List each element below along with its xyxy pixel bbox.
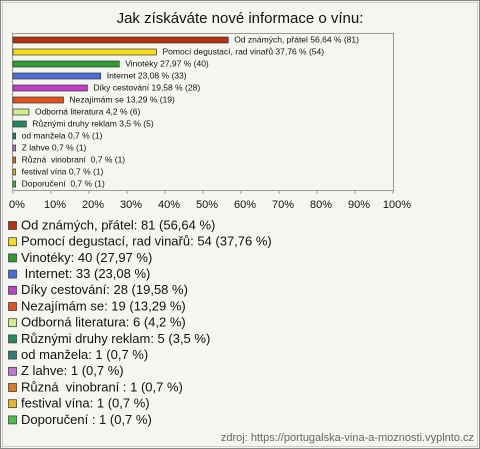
- x-tick-label: 80%: [310, 199, 332, 211]
- legend-label: Různá vinobraní : 1 (0,7 %): [21, 379, 183, 394]
- legend-label: Odborná literatura: 6 (4,2 %): [21, 315, 186, 330]
- x-tick-label: 0%: [9, 199, 25, 211]
- legend-label: festival vína: 1 (0,7 %): [21, 396, 150, 411]
- x-tick-label: 90%: [348, 199, 370, 211]
- bar: [12, 144, 17, 152]
- value-label: Různá vinobraní 0,7 % (1): [22, 154, 126, 164]
- bar: [12, 84, 88, 92]
- legend-swatch: [8, 269, 17, 279]
- legend-label: Různými druhy reklam: 5 (3,5 %): [21, 331, 210, 346]
- legend-swatch: [8, 383, 17, 392]
- value-label: Různými druhy reklam 3,5 % (5): [32, 118, 154, 128]
- bar: [12, 60, 120, 68]
- legend-label: Nezajímám se: 19 (13,29 %): [21, 298, 186, 313]
- x-tick-label: 100%: [383, 199, 411, 211]
- legend-swatch: [8, 318, 17, 328]
- value-label: Vinotéky 27,97 % (40): [125, 58, 209, 68]
- value-label: Doporučení 0,7 % (1): [22, 178, 105, 188]
- bar: [12, 132, 17, 140]
- bar: [12, 168, 17, 176]
- bar: [12, 120, 27, 128]
- chart-title: Jak získáváte nové informace o vínu:: [117, 10, 364, 27]
- bar: [12, 180, 17, 188]
- x-tick-label: 10%: [44, 199, 66, 211]
- legend-label: Vinotéky: 40 (27,97 %): [21, 250, 152, 265]
- value-label: Z lahve 0,7 % (1): [22, 142, 87, 152]
- value-label: Díky cestování 19,58 % (28): [93, 82, 200, 92]
- legend-swatch: [8, 285, 17, 295]
- x-tick-label: 30%: [120, 199, 142, 211]
- x-tick-label: 20%: [82, 199, 104, 211]
- x-tick-label: 70%: [272, 199, 294, 211]
- legend-label: Od známých, přátel: 81 (56,64 %): [21, 217, 215, 232]
- legend-swatch: [8, 302, 17, 311]
- value-label: od manžela 0,7 % (1): [22, 130, 103, 140]
- legend-label: Z lahve: 1 (0,7 %): [21, 363, 124, 378]
- legend-label: Doporučení : 1 (0,7 %): [21, 412, 152, 427]
- bar: [12, 72, 102, 80]
- legend-label: Pomocí degustací, rad vinařů: 54 (37,76 …: [21, 234, 272, 249]
- value-label: Pomocí degustací, rad vinařů 37,76 % (54…: [162, 46, 324, 56]
- bar: [12, 156, 17, 164]
- x-tick-label: 50%: [196, 199, 218, 211]
- legend-label: Internet: 33 (23,08 %): [21, 266, 150, 281]
- legend-swatch: [8, 334, 17, 344]
- value-label: Odborná literatura 4,2 % (6): [35, 106, 141, 116]
- legend-swatch: [8, 350, 17, 360]
- legend-swatch: [8, 366, 17, 376]
- bar: [12, 36, 229, 44]
- legend-swatch: [8, 415, 17, 425]
- legend-swatch: [8, 237, 17, 247]
- value-label: Nezajímám se 13,29 % (19): [70, 94, 176, 104]
- legend-label: Díky cestování: 28 (19,58 %): [21, 282, 188, 297]
- bar: [12, 48, 157, 56]
- x-tick-label: 40%: [158, 199, 180, 211]
- x-tick-label: 60%: [234, 199, 256, 211]
- legend-swatch: [8, 399, 17, 409]
- bar: [12, 108, 30, 116]
- value-label: Internet 23,08 % (33): [107, 70, 187, 80]
- legend-label: od manžela: 1 (0,7 %): [21, 347, 148, 362]
- value-label: festival vína 0,7 % (1): [22, 166, 104, 176]
- value-label: Od známých, přátel 56,64 % (81): [234, 34, 359, 44]
- bar: [12, 96, 64, 104]
- legend-swatch: [8, 221, 17, 230]
- source: zdroj: https://portugalska-vina-a-moznos…: [221, 432, 474, 444]
- legend-swatch: [8, 253, 17, 263]
